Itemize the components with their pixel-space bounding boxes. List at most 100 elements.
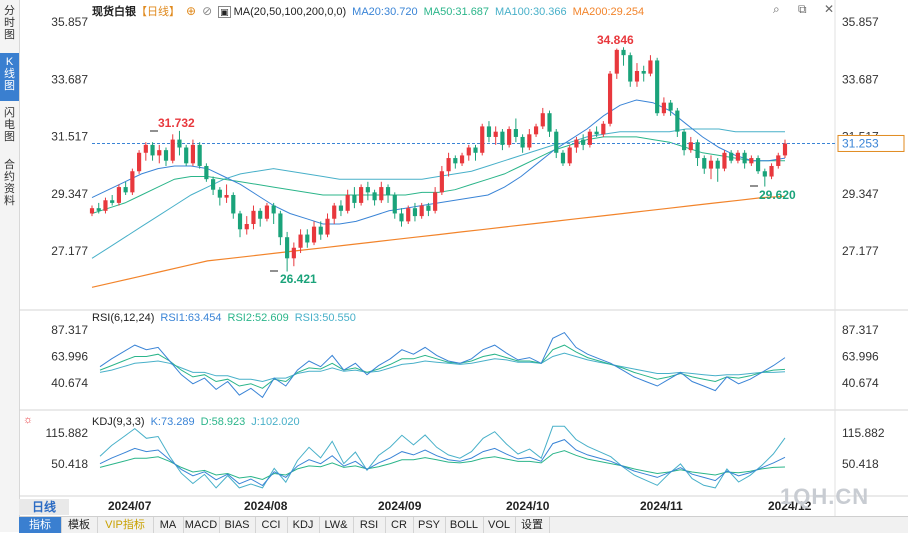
tab-settings[interactable]: 设置 xyxy=(515,517,550,533)
tab-indicators[interactable]: 指标 xyxy=(19,517,62,533)
tab-lw[interactable]: LW& xyxy=(319,517,354,533)
price-tick-left: 29.347 xyxy=(51,187,88,201)
candle-body xyxy=(379,187,384,201)
candle-body xyxy=(298,234,303,248)
restore-icon[interactable]: ⧉ xyxy=(798,2,807,16)
candle-body xyxy=(318,226,323,235)
rsi-label: RSI(6,12,24) xyxy=(92,312,155,324)
tab-contract-info[interactable]: 合约资料 xyxy=(4,159,15,207)
candle-body xyxy=(628,55,633,82)
candle-body xyxy=(359,187,364,203)
price-tick-left: 31.517 xyxy=(51,130,88,144)
search-icon[interactable]: ⌕ xyxy=(773,2,780,16)
candle-body xyxy=(601,123,606,135)
tab-rsi[interactable]: RSI xyxy=(353,517,386,533)
ma50-value: MA50:31.687 xyxy=(423,6,490,18)
current-price-value: 31.253 xyxy=(842,136,879,150)
indicator-toolbar: 指标 模板 VIP指标 MA MACD BIAS CCI KDJ LW& RSI… xyxy=(19,516,908,533)
watermark: 1QH.CN xyxy=(780,484,870,509)
candle-body xyxy=(224,194,229,198)
candle-body xyxy=(338,205,344,211)
candle-body xyxy=(96,208,101,211)
candle-body xyxy=(204,165,209,180)
tab-timeshare[interactable]: 分时图 xyxy=(4,5,15,41)
candle-body xyxy=(513,129,518,137)
candle-body xyxy=(500,131,505,145)
tab-template[interactable]: 模板 xyxy=(61,517,98,533)
tab-cr[interactable]: CR xyxy=(385,517,414,533)
tab-macd[interactable]: MACD xyxy=(183,517,220,533)
candle-body xyxy=(177,139,182,148)
candle-body xyxy=(251,210,256,225)
candle-body xyxy=(742,152,747,164)
ma200-line xyxy=(91,195,786,288)
close-icon[interactable]: ✕ xyxy=(824,2,835,16)
tab-bias[interactable]: BIAS xyxy=(219,517,256,533)
tab-kline[interactable]: K线图 xyxy=(0,53,19,101)
candle-body xyxy=(325,218,330,235)
rsi2-value: RSI2:52.609 xyxy=(227,312,289,324)
candle-body xyxy=(244,224,249,230)
price-tick-right: 33.687 xyxy=(842,72,879,86)
candle-body xyxy=(540,113,545,127)
candle-body xyxy=(345,194,350,211)
kdj-j-value: J:102.020 xyxy=(251,416,300,428)
candle-body xyxy=(446,158,451,172)
candle-body xyxy=(426,205,431,211)
candle-body xyxy=(769,165,774,177)
candle-body xyxy=(493,131,498,137)
candle-body xyxy=(406,208,411,222)
candle-body xyxy=(729,152,734,161)
candle-body xyxy=(453,158,458,164)
candle-body xyxy=(756,158,761,172)
tab-vol[interactable]: VOL xyxy=(483,517,516,533)
tab-boll[interactable]: BOLL xyxy=(445,517,484,533)
candle-body xyxy=(675,110,680,132)
candlesticks xyxy=(89,47,788,272)
candle-body xyxy=(385,187,391,195)
ma-toggle-icon[interactable]: ▣ xyxy=(218,6,231,18)
kdj-tick-left: 115.882 xyxy=(46,426,89,440)
candle-body xyxy=(217,189,222,198)
candle-body xyxy=(365,187,370,193)
candle-body xyxy=(311,226,317,243)
rsi-tick-left: 40.674 xyxy=(51,376,88,390)
chart-annotations: 34.846 31.732 26.421 29.620 xyxy=(150,33,796,286)
rsi-tick-right: 63.996 xyxy=(842,349,879,363)
candle-body xyxy=(332,205,337,219)
kdj-tick-right: 50.418 xyxy=(842,457,879,471)
candle-body xyxy=(459,155,465,164)
high-label: 34.846 xyxy=(597,33,634,47)
target-icon[interactable]: ⊘ xyxy=(202,4,213,18)
candle-body xyxy=(782,143,788,156)
left-high-label: 31.732 xyxy=(158,116,195,130)
kdj-settings-icon[interactable]: ☼ xyxy=(23,414,34,426)
kdj-label: KDJ(9,3,3) xyxy=(92,416,145,428)
tab-flash-chart[interactable]: 闪电图 xyxy=(4,107,15,143)
rsi-tick-left: 63.996 xyxy=(51,349,88,363)
candle-body xyxy=(103,200,108,211)
ma-label: MA(20,50,100,200,0,0) xyxy=(233,6,347,18)
kdj-d-value: D:58.923 xyxy=(200,416,246,428)
ma50-line xyxy=(91,136,785,214)
kdj-lines xyxy=(99,425,786,489)
candle-body xyxy=(708,160,714,169)
candle-body xyxy=(433,192,438,211)
tab-ma[interactable]: MA xyxy=(153,517,184,533)
price-tick-left: 33.687 xyxy=(51,72,88,86)
candle-body xyxy=(688,142,693,151)
ma200-value: MA200:29.254 xyxy=(572,6,645,18)
tab-vip-indicators[interactable]: VIP指标 xyxy=(97,517,154,533)
tab-cci[interactable]: CCI xyxy=(255,517,288,533)
candle-body xyxy=(621,49,626,56)
plus-icon[interactable]: ⊕ xyxy=(186,4,197,18)
tab-kdj[interactable]: KDJ xyxy=(287,517,320,533)
candle-body xyxy=(143,144,148,153)
date-tick: 2024/10 xyxy=(506,499,550,513)
candle-body xyxy=(668,102,673,111)
period-button[interactable]: 日线 xyxy=(19,499,69,515)
price-tick-right: 35.857 xyxy=(842,15,879,29)
tab-psy[interactable]: PSY xyxy=(413,517,446,533)
instrument-name: 现货白银 xyxy=(92,6,136,18)
